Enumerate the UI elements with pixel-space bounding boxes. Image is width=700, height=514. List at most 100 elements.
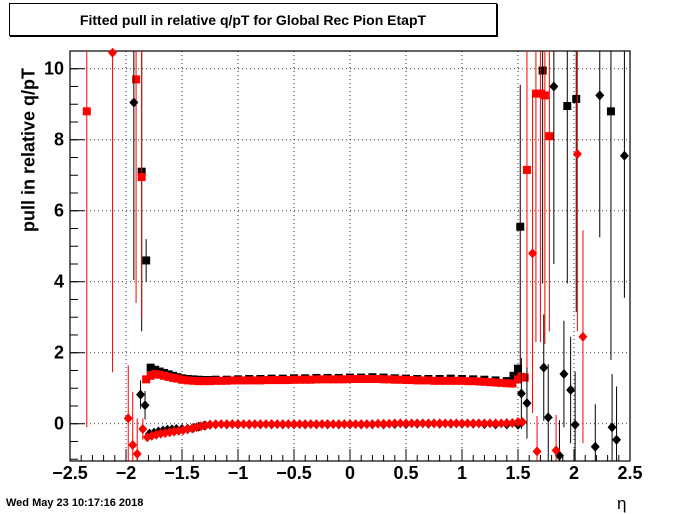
data-point-diamond <box>339 419 349 430</box>
data-point-diamond <box>566 385 576 396</box>
data-point-square <box>146 371 155 380</box>
data-point-square <box>146 363 155 372</box>
data-point-square <box>194 377 203 386</box>
data-point-diamond <box>435 418 445 429</box>
data-point-square <box>508 379 517 388</box>
data-point-square <box>217 376 226 385</box>
data-point-square <box>374 375 382 383</box>
data-point-diamond <box>356 419 366 430</box>
data-point-square <box>351 375 360 383</box>
data-point-square <box>142 375 151 384</box>
data-point-square <box>452 376 461 385</box>
data-point-diamond <box>373 418 383 429</box>
data-point-diamond <box>283 419 293 430</box>
data-point-diamond <box>401 418 411 429</box>
data-point-diamond <box>108 47 118 58</box>
data-point-diamond <box>522 398 532 409</box>
data-point-square <box>538 66 547 75</box>
x-tick-label: −1.5 <box>164 463 200 483</box>
data-point-diamond <box>570 419 580 430</box>
data-point-square <box>563 102 572 111</box>
data-point-diamond <box>549 81 559 92</box>
data-point-diamond <box>532 446 542 457</box>
data-point-diamond <box>612 434 622 445</box>
data-point-square <box>318 375 326 384</box>
data-point-diamond <box>367 419 377 430</box>
x-tick-label: 2 <box>568 463 580 483</box>
data-point-square <box>424 376 433 385</box>
data-point-square <box>418 376 427 385</box>
data-point-square <box>278 376 287 385</box>
data-point-square <box>206 377 214 386</box>
data-point-diamond <box>578 331 588 342</box>
data-point-square <box>407 376 416 385</box>
data-point-square <box>474 377 483 386</box>
data-point-square <box>211 376 220 385</box>
data-point-diamond <box>446 418 456 429</box>
data-point-square <box>516 222 525 231</box>
data-point-diamond <box>222 419 232 430</box>
data-point-diamond <box>227 419 237 430</box>
data-point-square <box>545 132 554 141</box>
data-point-diamond <box>295 419 305 430</box>
data-point-diamond <box>306 419 316 430</box>
data-point-square <box>572 94 581 103</box>
data-point-diamond <box>129 97 139 108</box>
x-tick-label: 1 <box>456 463 468 483</box>
data-point-square <box>301 375 310 384</box>
data-point-square <box>200 377 209 386</box>
data-point-diamond <box>311 419 321 430</box>
chart-title: Fitted pull in relative q/pT for Global … <box>9 3 497 36</box>
data-point-diamond <box>233 419 243 430</box>
data-point-diamond <box>412 418 422 429</box>
y-tick-label: 0 <box>53 413 64 434</box>
data-point-diamond <box>418 418 428 429</box>
data-point-diamond <box>485 418 495 429</box>
data-point-diamond <box>250 419 260 430</box>
data-point-diamond <box>390 418 400 429</box>
data-point-diamond <box>507 418 517 429</box>
data-point-diamond <box>516 388 526 399</box>
x-tick-label: 1.5 <box>505 463 531 483</box>
data-point-diamond <box>517 416 527 427</box>
data-point-square <box>368 375 377 383</box>
x-tick-label: 0 <box>344 463 356 483</box>
data-point-diamond <box>496 418 506 429</box>
data-point-diamond <box>528 248 538 259</box>
timestamp: Wed May 23 10:17:16 2018 <box>6 497 144 509</box>
x-tick-label: 0.5 <box>393 463 419 483</box>
data-point-diamond <box>379 418 389 429</box>
data-point-diamond <box>244 419 254 430</box>
data-point-diamond <box>128 440 138 451</box>
data-point-square <box>222 376 231 385</box>
data-point-square <box>491 378 500 387</box>
y-tick-label: 4 <box>53 271 64 292</box>
data-point-square <box>486 378 494 387</box>
data-point-square <box>446 376 455 385</box>
data-point-diamond <box>334 419 344 430</box>
grid <box>70 51 630 461</box>
data-point-diamond <box>423 418 433 429</box>
data-point-diamond <box>539 362 549 373</box>
data-point-diamond <box>595 90 605 101</box>
data-point-diamond <box>136 389 146 400</box>
data-point-square <box>396 375 405 384</box>
data-point-square <box>284 376 293 385</box>
y-tick-label: 6 <box>53 200 64 221</box>
data-point-diamond <box>205 419 215 430</box>
data-point-square <box>463 377 472 386</box>
data-point-diamond <box>440 418 450 429</box>
data-point-square <box>183 376 192 385</box>
y-tick-label: 8 <box>53 129 64 150</box>
data-point-square <box>151 370 160 379</box>
data-point-square <box>606 107 615 116</box>
data-point-diamond <box>300 419 310 430</box>
data-point-square <box>346 375 354 383</box>
data-point-diamond <box>239 419 249 430</box>
data-point-square <box>441 376 450 385</box>
data-point-diamond <box>289 419 299 430</box>
data-point-square <box>430 376 438 385</box>
data-point-diamond <box>362 419 372 430</box>
data-point-square <box>256 376 265 385</box>
data-point-square <box>189 376 198 385</box>
